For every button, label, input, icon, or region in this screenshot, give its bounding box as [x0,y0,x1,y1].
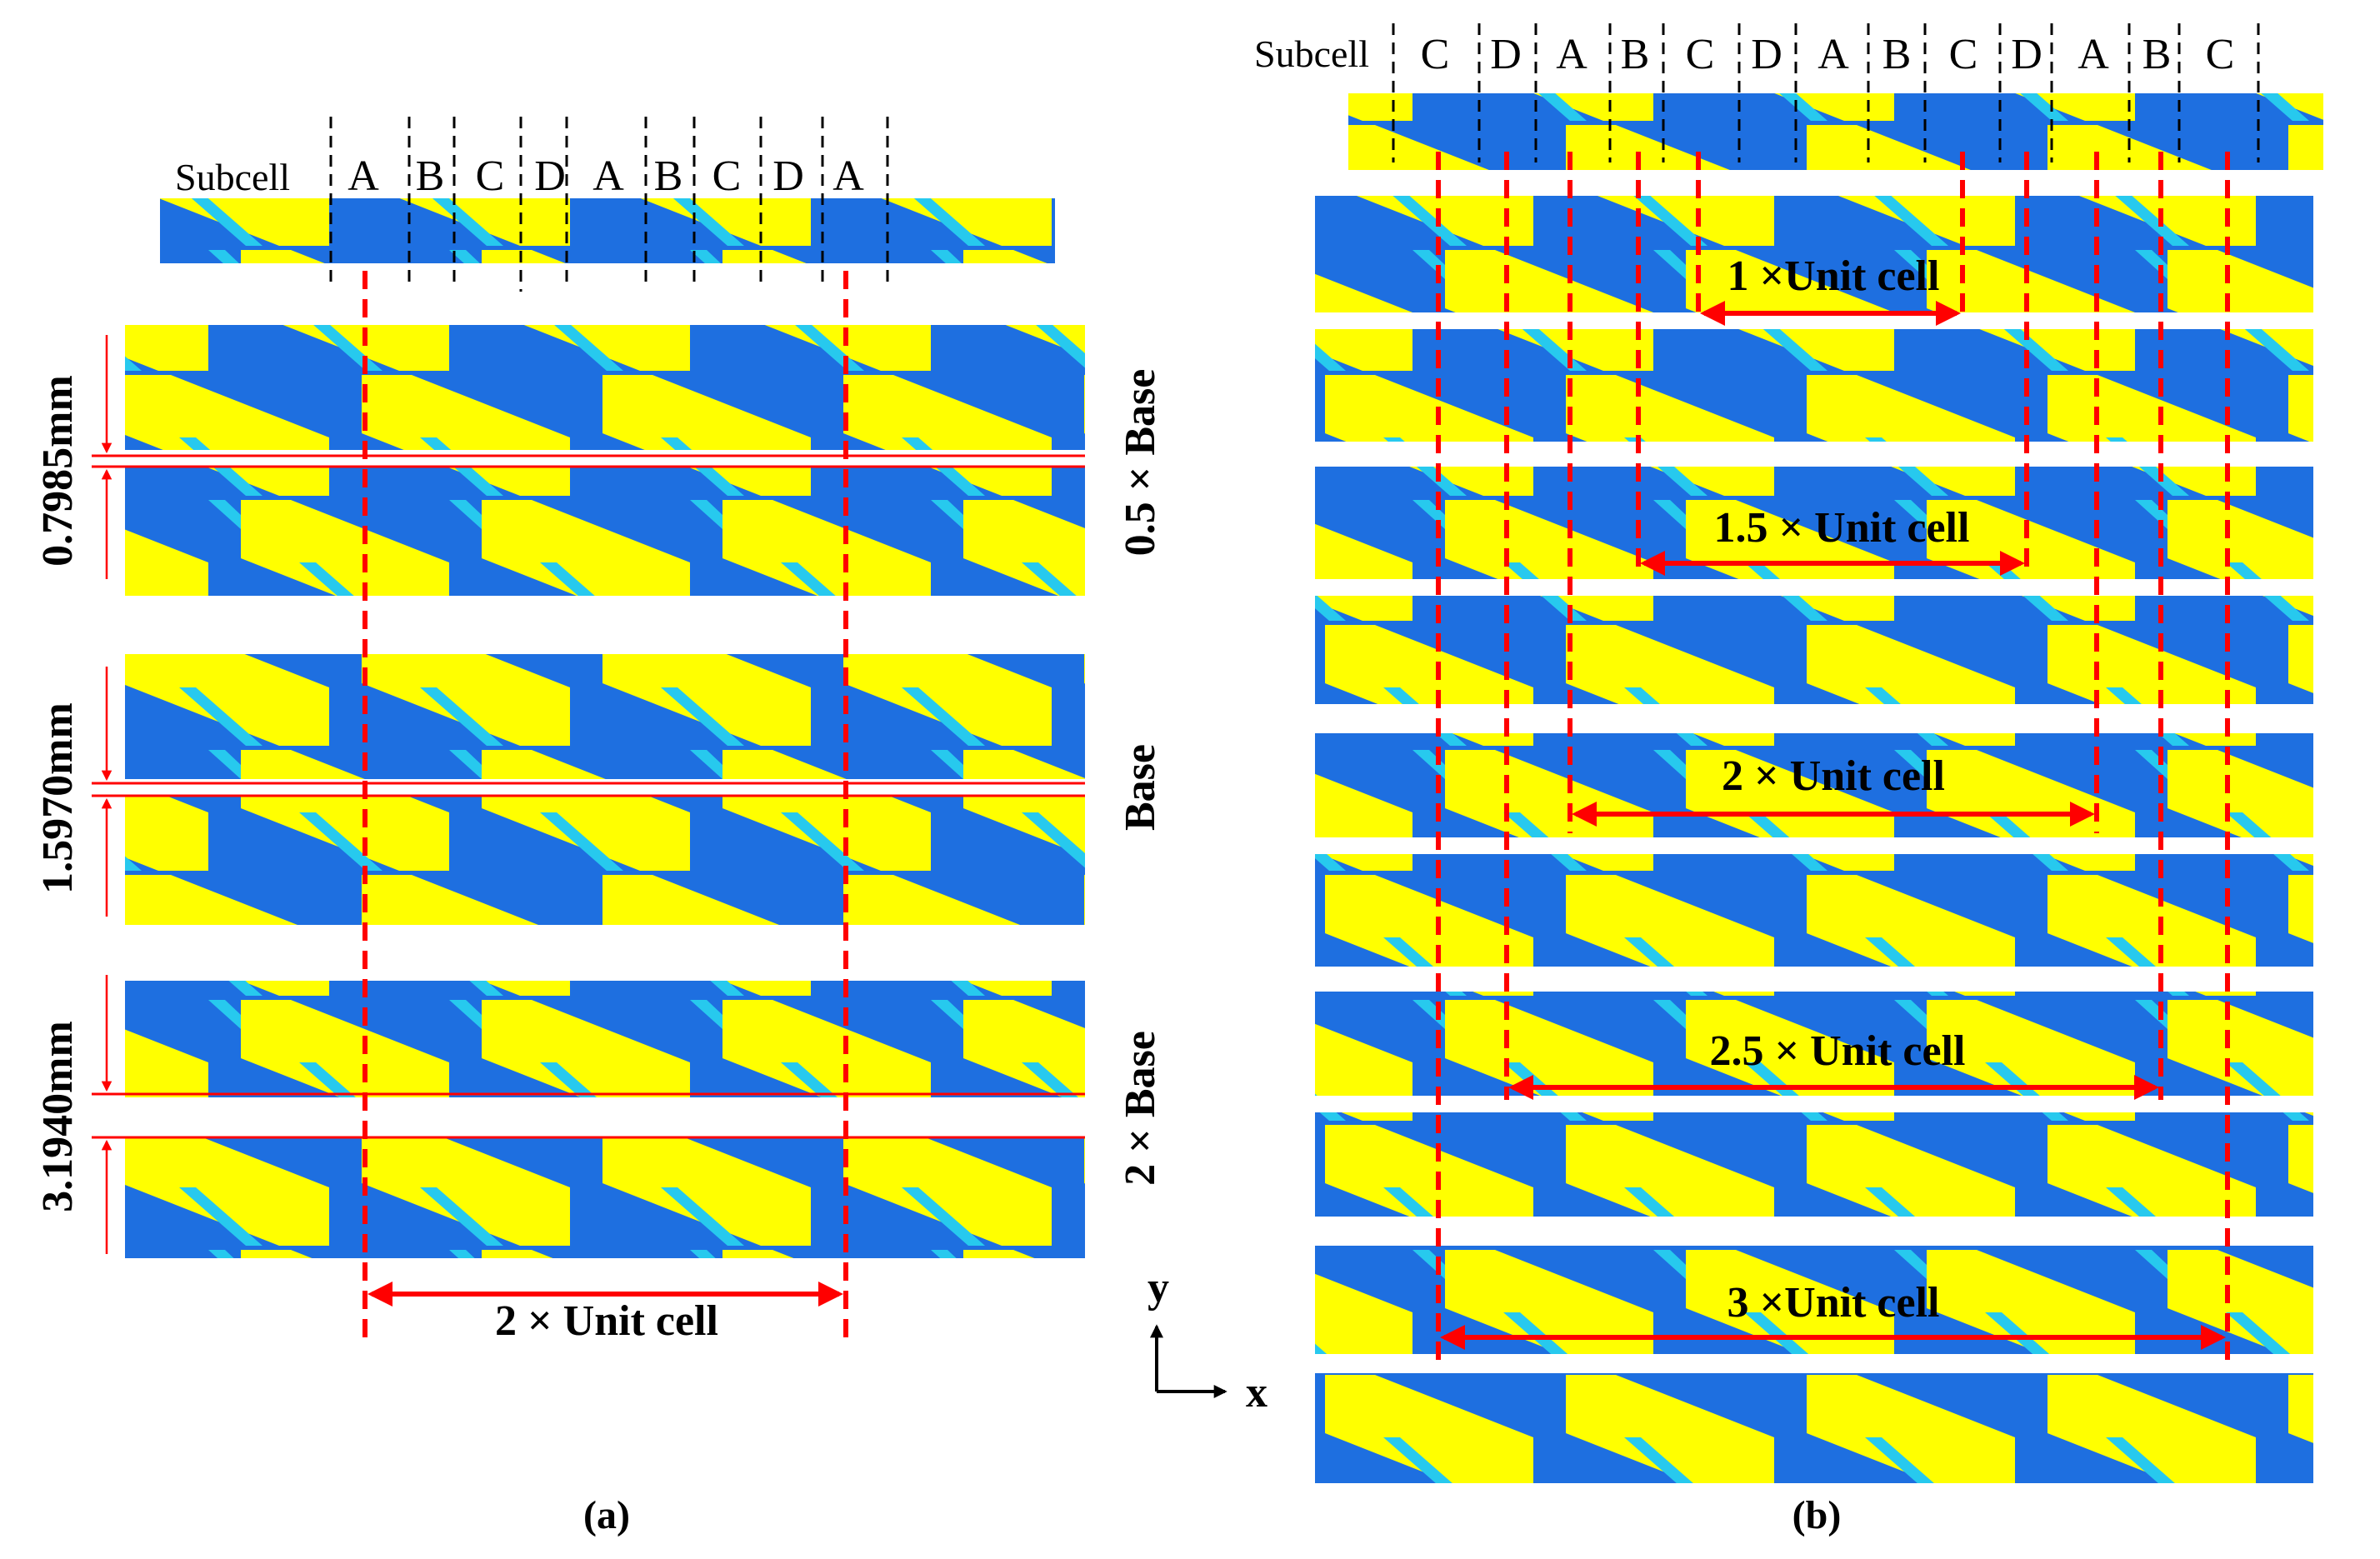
side-label-2-base: 2 × Base [1117,1031,1164,1186]
ply-3-lower [1315,1373,2313,1483]
laminate-blocks-a [125,325,1085,1258]
subcell-strip-b [1348,93,2323,170]
gap-label-1.5970: 1.5970mm [34,702,82,894]
ply-1-lower [1315,329,2313,442]
subcell-letter: D [1490,31,1522,78]
subcell-letter: A [592,152,624,200]
subcell-letter: D [534,152,566,200]
ply-0.5-upper [125,325,1085,450]
subcell-letters-a: A B C D A B C D A [348,152,864,200]
ply-2-lower [125,1137,1085,1258]
side-labels-a: 0.5 × Base Base 2 × Base [1117,369,1164,1186]
span-label-1: 1 ×Unit cell [1728,252,1940,300]
subcell-letter: B [2142,31,2172,78]
panel-a: Subcell A B C D A B C D A [34,117,1164,1537]
subcell-letter: A [1556,31,1588,78]
ply-1.5-lower [1315,596,2313,704]
ply-1-upper [1315,196,2313,312]
subcell-label-a: Subcell [175,156,290,198]
axis-y-label: y [1148,1264,1169,1312]
gap-label-3.1940: 3.1940mm [34,1021,82,1212]
gap-label-0.7985: 0.7985mm [34,375,82,567]
laminate-blocks-b [1315,196,2313,1483]
side-label-0.5-base: 0.5 × Base [1117,369,1164,557]
subcell-letter: C [1949,31,1978,78]
ply-base-upper [125,654,1085,779]
axis-x-label: x [1246,1369,1268,1417]
unit-cell-bounds-b [1436,152,2230,1367]
side-label-base: Base [1117,744,1164,831]
subcell-letter: C [1421,31,1450,78]
gap-labels-a: 0.7985mm 1.5970mm 3.1940mm [34,375,82,1212]
subcell-letter: B [1882,31,1912,78]
offset-lines-a [92,454,1085,1139]
unit-cell-bounds-a [362,271,848,1342]
subcell-strip-a [160,198,1055,263]
panel-b: Subcell C D A B C D A B C D A B C [1254,23,2323,1537]
subcell-letter: A [1818,31,1849,78]
subcell-dividers-b [1392,23,2260,162]
ply-2-upper [125,981,1085,1097]
subcell-letter: A [2078,31,2109,78]
span-labels-b: 1 ×Unit cell 1.5 × Unit cell 2 × Unit ce… [1710,252,1970,1327]
ply-0.5-lower [125,467,1085,596]
caption-a: (a) [583,1493,630,1537]
span-label-2.5: 2.5 × Unit cell [1710,1027,1966,1075]
subcell-letter: D [1751,31,1782,78]
span-label-1.5: 1.5 × Unit cell [1714,504,1970,552]
subcell-letter: D [772,152,804,200]
subcell-letters-b: C D A B C D A B C D A B C [1421,31,2235,78]
ply-2.5-lower [1315,1112,2313,1217]
subcell-letter: A [348,152,379,200]
ply-base-lower [125,796,1085,925]
caption-b: (b) [1792,1493,1842,1537]
subcell-letter: C [1686,31,1715,78]
subcell-letter: A [832,152,864,200]
span-label-2: 2 × Unit cell [1722,752,1945,800]
subcell-letter: B [654,152,683,200]
span-arrows-b [1440,301,2226,1350]
subcell-label-b: Subcell [1254,32,1369,75]
span-label-3: 3 ×Unit cell [1728,1279,1940,1327]
ply-2-lower-b [1315,854,2313,967]
axes-indicator: y x [1148,1264,1268,1417]
subcell-letter: D [2011,31,2042,78]
subcell-dividers-a [329,117,889,292]
subcell-letter: B [1621,31,1650,78]
subcell-letter: C [2206,31,2235,78]
subcell-letter: C [476,152,505,200]
span-label-a: 2 × Unit cell [495,1297,718,1345]
subcell-letter: B [416,152,445,200]
subcell-letter: C [712,152,742,200]
